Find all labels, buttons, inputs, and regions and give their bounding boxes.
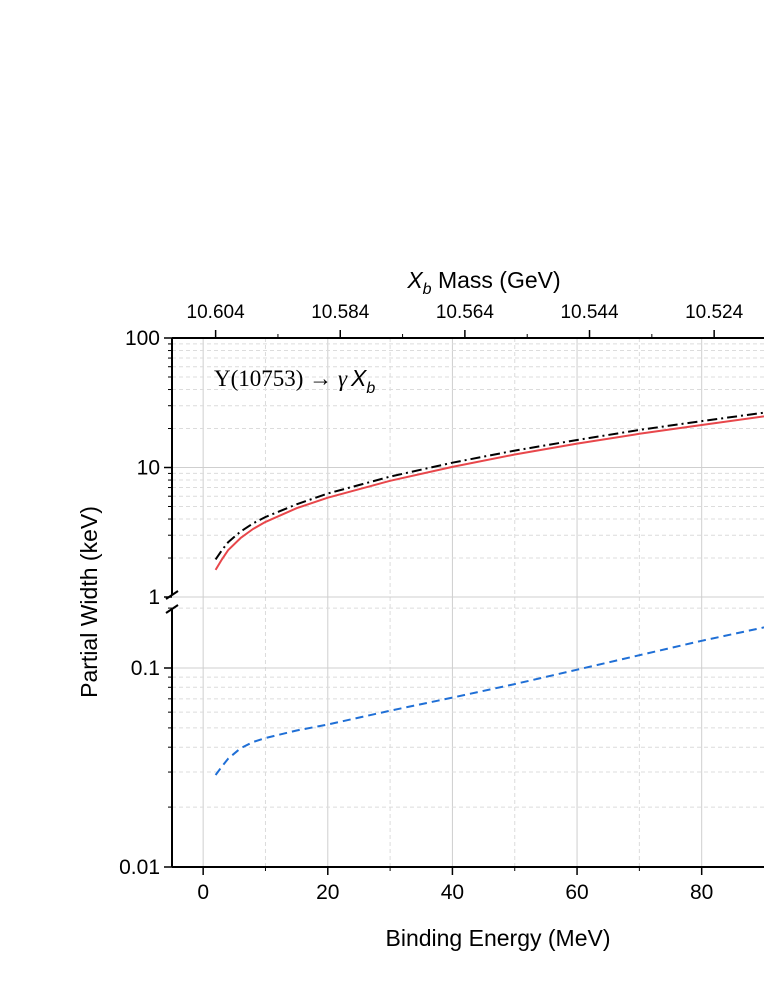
top-axis-title-italic: X xyxy=(406,267,424,293)
top-axis-title-sub: b xyxy=(423,281,432,298)
annotation-reaction: Υ(10753) → γ Xb xyxy=(214,365,375,397)
y-tick-label: 100 xyxy=(125,327,160,350)
series-line-dashed xyxy=(214,626,764,776)
axis-break-mark xyxy=(165,604,179,614)
annotation-x: X xyxy=(350,365,368,391)
axes: 0 20 40 60 80 10.604 10.584 10.564 10.544 10.524 0… xyxy=(119,302,764,904)
grid-lines xyxy=(172,338,764,867)
series-line-dash-dot xyxy=(214,411,764,560)
top-tick-label: 10.544 xyxy=(560,302,619,323)
top-axis-title-rest: Mass (GeV) xyxy=(432,267,561,293)
top-tick-label: 10.524 xyxy=(685,302,744,323)
series-line-solid xyxy=(214,415,764,571)
annotation-sub: b xyxy=(366,380,375,397)
annotation-gamma: γ xyxy=(338,366,348,391)
top-axis-title: Xb Mass (GeV) xyxy=(406,267,560,298)
top-tick-label: 10.604 xyxy=(187,302,246,323)
x-tick-label: 80 xyxy=(690,881,713,904)
y-axis-title: Partial Width (keV) xyxy=(76,506,102,698)
y-tick-label: 1 xyxy=(148,586,160,609)
y-tick-label: 10 xyxy=(137,457,160,480)
x-tick-label: 40 xyxy=(441,881,464,904)
x-tick-label: 20 xyxy=(316,881,339,904)
x-axis-title: Binding Energy (MeV) xyxy=(386,925,611,951)
y-tick-label: 0.01 xyxy=(119,856,160,879)
top-tick-label: 10.564 xyxy=(436,302,495,323)
annotation-upsilon: Υ(10753) → xyxy=(214,366,338,391)
y-tick-label: 0.1 xyxy=(131,657,160,680)
series-lines xyxy=(214,411,764,776)
x-tick-label: 0 xyxy=(197,881,209,904)
x-tick-label: 60 xyxy=(565,881,588,904)
top-tick-label: 10.584 xyxy=(311,302,370,323)
